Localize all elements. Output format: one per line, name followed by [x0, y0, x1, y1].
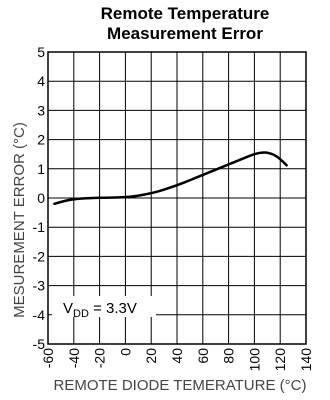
- x-axis-label: REMOTE DIODE TEMERATURE (°C): [54, 377, 307, 394]
- x-tick-label: 140: [298, 348, 314, 372]
- y-axis-label: MESUREMENT ERROR (°C): [11, 122, 28, 318]
- y-tick-label: 0: [37, 190, 45, 206]
- vdd-annotation-subscript: DD: [73, 308, 89, 320]
- y-tick-label: 5: [37, 44, 45, 60]
- chart-title-line-1: Remote Temperature: [101, 4, 270, 23]
- y-tick-label: -2: [33, 248, 46, 264]
- vdd-annotation-prefix: V: [63, 300, 73, 317]
- x-tick-label: 60: [195, 348, 211, 364]
- x-tick-label: 80: [221, 348, 237, 364]
- x-tick-label: 20: [143, 348, 159, 364]
- series-line: [53, 151, 288, 206]
- y-tick-label: 3: [37, 102, 45, 118]
- grid: [47, 51, 307, 345]
- x-tick-label: -60: [40, 348, 56, 368]
- annotation-background: [52, 296, 156, 317]
- x-tick-label: -40: [66, 348, 82, 368]
- y-tick-label: -5: [33, 336, 46, 352]
- vdd-annotation: VDD = 3.3V: [63, 300, 137, 320]
- x-tick-label: 100: [246, 348, 262, 372]
- y-tick-label: -1: [33, 219, 46, 235]
- vdd-annotation-suffix: = 3.3V: [89, 300, 137, 317]
- x-tick-label: 0: [117, 348, 133, 356]
- plot-border: [47, 51, 307, 345]
- y-tick-label: 2: [37, 132, 45, 148]
- y-tick-label: -4: [33, 307, 46, 323]
- y-tick-label: 1: [37, 161, 45, 177]
- chart-title-line-2: Measurement Error: [107, 24, 263, 43]
- x-tick-label: 120: [272, 348, 288, 372]
- y-tick-label: 4: [37, 73, 45, 89]
- x-tick-label: 40: [169, 348, 185, 364]
- series-layer: [53, 151, 288, 206]
- y-tick-label: -3: [33, 278, 46, 294]
- x-tick-label: -20: [92, 348, 108, 368]
- y-tick-labels: -5 -4 -3 -2 -1 0 1 2 3 4 5: [33, 44, 46, 352]
- x-tick-labels: -60 -40 -20 0 20 40 60 80 100 120 140: [40, 348, 314, 372]
